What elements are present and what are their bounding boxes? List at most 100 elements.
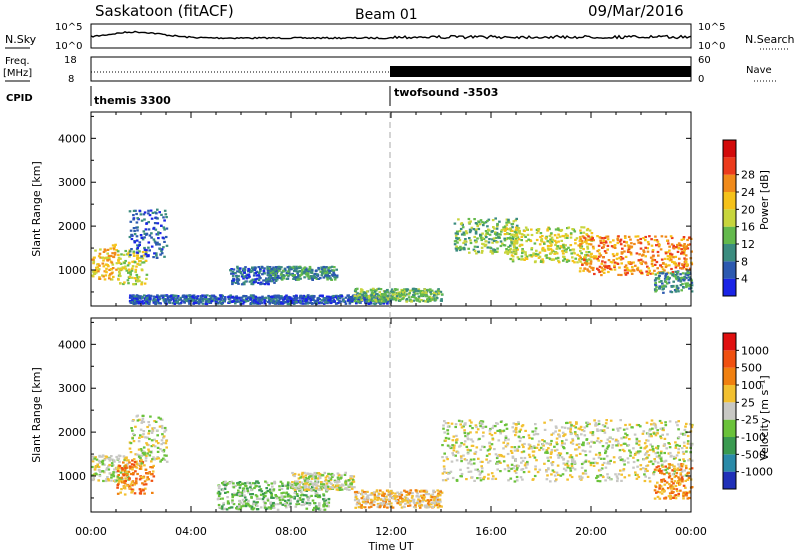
heatmap-cell (307, 294, 310, 297)
heatmap-cell (329, 269, 333, 272)
heatmap-cell (681, 283, 684, 286)
heatmap-cell (594, 424, 597, 427)
heatmap-cell (588, 229, 592, 232)
heatmap-cell (618, 256, 621, 260)
heatmap-cell (138, 241, 142, 244)
heatmap-cell (574, 257, 577, 260)
heatmap-cell (468, 231, 472, 234)
heatmap-cell (468, 424, 472, 428)
heatmap-cell (679, 267, 682, 270)
heatmap-cell (668, 256, 672, 259)
heatmap-cell (258, 497, 261, 500)
heatmap-cell (456, 237, 460, 241)
heatmap-cell (383, 296, 386, 299)
heatmap-cell (251, 296, 255, 300)
heatmap-cell (582, 461, 586, 464)
heatmap-cell (453, 222, 457, 225)
heatmap-cell (299, 266, 302, 269)
heatmap-cell (430, 501, 434, 504)
heatmap-cell (667, 442, 670, 445)
heatmap-cell (326, 273, 329, 276)
heatmap-cell (124, 464, 127, 467)
heatmap-cell (137, 299, 140, 302)
heatmap-cell (607, 259, 611, 262)
heatmap-cell (684, 272, 688, 275)
heatmap-cell (236, 265, 239, 268)
heatmap-cell (163, 301, 167, 304)
heatmap-cell (426, 300, 429, 303)
y-tick-label: 2000 (58, 220, 86, 233)
heatmap-cell (569, 474, 572, 477)
heatmap-cell (581, 429, 584, 432)
heatmap-cell (389, 489, 393, 493)
heatmap-cell (306, 270, 310, 273)
heatmap-cell (575, 448, 579, 451)
heatmap-cell (240, 283, 244, 286)
heatmap-cell (674, 270, 678, 273)
heatmap-cell (690, 459, 694, 462)
heatmap-cell (145, 273, 149, 276)
heatmap-cell (648, 448, 652, 452)
heatmap-cell (596, 258, 599, 261)
heatmap-cell (513, 235, 516, 238)
heatmap-cell (616, 241, 620, 245)
heatmap-cell (162, 299, 166, 302)
heatmap-cell (287, 275, 290, 278)
heatmap-cell (152, 456, 155, 459)
heatmap-cell (597, 244, 601, 247)
heatmap-cell (376, 288, 379, 291)
heatmap-cell (594, 255, 598, 258)
heatmap-cell (225, 508, 229, 511)
heatmap-cell (674, 290, 678, 293)
heatmap-cell (139, 213, 143, 216)
heatmap-cell (285, 274, 289, 277)
heatmap-cell (266, 497, 270, 500)
heatmap-cell (401, 289, 404, 293)
heatmap-cell (141, 300, 144, 303)
heatmap-cell (300, 481, 304, 484)
heatmap-cell (162, 226, 166, 229)
heatmap-cell (275, 301, 279, 304)
heatmap-cell (569, 244, 573, 247)
heatmap-cell (524, 251, 527, 254)
heatmap-cell (630, 242, 633, 245)
heatmap-cell (644, 246, 647, 249)
heatmap-cell (587, 235, 590, 238)
heatmap-cell (628, 269, 632, 272)
heatmap-cell (462, 241, 465, 245)
heatmap-cell (325, 482, 329, 485)
heatmap-cell (493, 448, 496, 451)
heatmap-cell (140, 458, 143, 462)
heatmap-cell (545, 478, 549, 481)
heatmap-cell (613, 268, 617, 271)
heatmap-cell (511, 222, 515, 226)
heatmap-cell (252, 294, 255, 297)
heatmap-cell (141, 261, 144, 264)
heatmap-cell (107, 256, 111, 259)
heatmap-cell (141, 417, 145, 420)
heatmap-cell (332, 269, 336, 272)
heatmap-cell (665, 282, 669, 285)
heatmap-cell (116, 469, 120, 472)
heatmap-cell (326, 485, 330, 488)
heatmap-cell (133, 302, 136, 305)
heatmap-cell (633, 242, 636, 246)
heatmap-cell (379, 302, 383, 305)
heatmap-cell (353, 491, 357, 494)
heatmap-cell (244, 482, 247, 485)
heatmap-cell (550, 236, 554, 239)
heatmap-cell (677, 290, 680, 293)
heatmap-cell (481, 249, 484, 253)
heatmap-cell (363, 490, 366, 494)
heatmap-cell (135, 482, 138, 485)
heatmap-cell (437, 288, 440, 291)
heatmap-cell (319, 270, 322, 273)
heatmap-cell (674, 263, 678, 266)
heatmap-cell (363, 296, 366, 299)
heatmap-cell (275, 497, 279, 500)
heatmap-cell (656, 271, 660, 275)
heatmap-cell (649, 256, 653, 259)
heatmap-cell (425, 504, 428, 507)
heatmap-cell (129, 229, 133, 232)
